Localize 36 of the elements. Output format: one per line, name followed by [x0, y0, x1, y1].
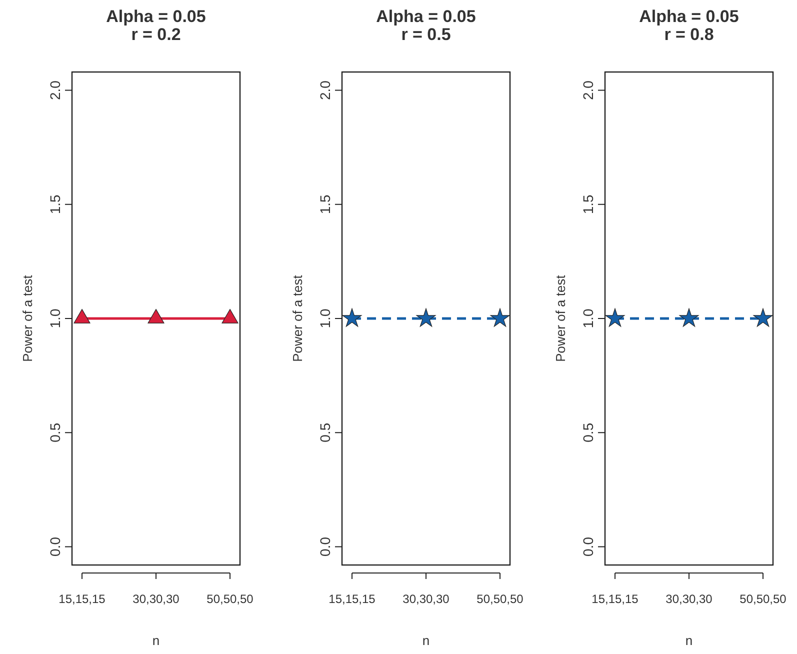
y-tick-label: 1.0 — [47, 308, 63, 328]
x-axis-title: n — [422, 633, 430, 648]
y-tick-label: 0.0 — [47, 536, 63, 556]
y-tick-label: 0.0 — [317, 536, 333, 556]
chart-title: Alpha = 0.05 — [106, 7, 206, 26]
chart-subtitle: r = 0.5 — [401, 25, 451, 44]
chart-title: Alpha = 0.05 — [376, 7, 476, 26]
chart-subtitle: r = 0.2 — [131, 25, 181, 44]
y-tick-label: 0.5 — [580, 422, 596, 442]
x-tick-label: 15,15,15 — [592, 592, 639, 606]
y-tick-label: 0.5 — [317, 422, 333, 442]
x-tick-label: 50,50,50 — [740, 592, 787, 606]
y-tick-label: 0.0 — [580, 536, 596, 556]
y-tick-label: 1.0 — [580, 308, 596, 328]
x-tick-label: 30,30,30 — [132, 592, 180, 606]
y-axis-title: Power of a test — [290, 274, 305, 362]
y-tick-label: 0.5 — [47, 422, 63, 442]
x-tick-label: 50,50,50 — [476, 592, 524, 606]
chart-title: Alpha = 0.05 — [639, 7, 739, 26]
y-axis-title: Power of a test — [553, 274, 568, 362]
y-tick-label: 1.0 — [317, 308, 333, 328]
y-tick-label: 2.0 — [580, 80, 596, 100]
y-tick-label: 1.5 — [317, 194, 333, 214]
x-tick-label: 30,30,30 — [666, 592, 713, 606]
x-tick-label: 15,15,15 — [58, 592, 106, 606]
chart-subtitle: r = 0.8 — [664, 25, 714, 44]
y-tick-label: 2.0 — [47, 80, 63, 100]
x-axis-title: n — [685, 633, 693, 648]
y-tick-label: 2.0 — [317, 80, 333, 100]
x-tick-label: 50,50,50 — [206, 592, 254, 606]
y-tick-label: 1.5 — [580, 194, 596, 214]
x-tick-label: 15,15,15 — [328, 592, 376, 606]
y-tick-label: 1.5 — [47, 194, 63, 214]
x-tick-label: 30,30,30 — [402, 592, 450, 606]
x-axis-title: n — [152, 633, 160, 648]
y-axis-title: Power of a test — [20, 274, 35, 362]
